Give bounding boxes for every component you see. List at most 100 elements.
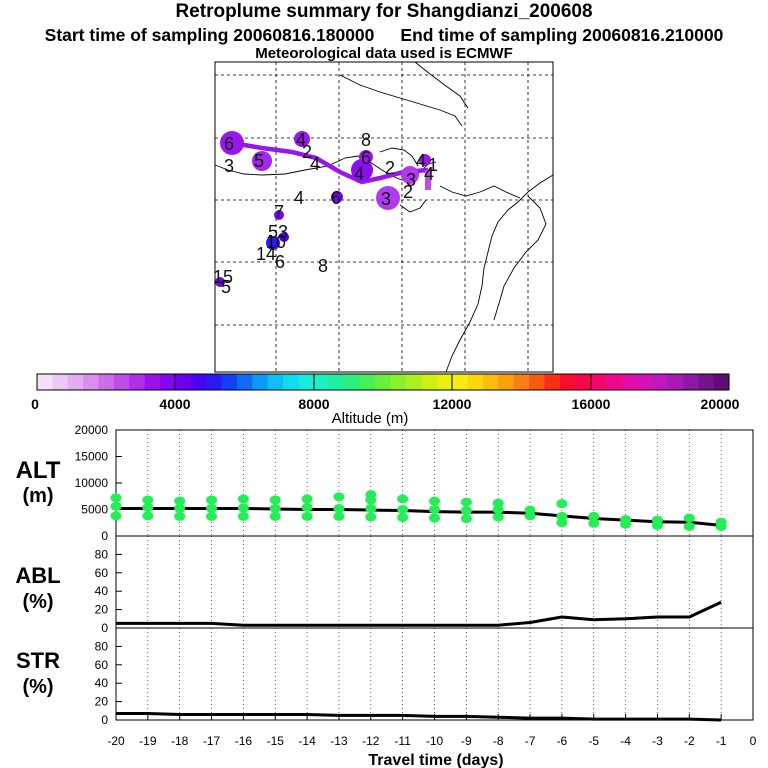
colorbar-cell: [421, 374, 438, 390]
colorbar-cell: [482, 374, 499, 390]
plume-marker: [274, 210, 284, 220]
map-label: 4: [354, 164, 364, 184]
colorbar-cell: [298, 374, 315, 390]
colorbar-cell: [575, 374, 591, 390]
y-tick-label: 5000: [81, 503, 108, 517]
time-series-panels: ALT (m) 0 5000 10000 15000 20000 ABL (%) 0 20…: [15, 423, 756, 768]
colorbar-cell: [498, 374, 515, 390]
x-tick-label: -5: [588, 734, 599, 748]
y-tick-label: 20: [95, 695, 109, 709]
colorbar-cell: [252, 374, 269, 390]
colorbar-cell: [98, 374, 115, 390]
end-time-label: End time of sampling 20060816.210000: [400, 25, 724, 45]
colorbar-cell: [682, 374, 699, 390]
colorbar-tick-label: 0: [31, 396, 39, 412]
altitude-spread-point: [206, 511, 218, 521]
alt-ylabel-line2: (m): [22, 485, 53, 507]
altitude-spread-point: [460, 514, 472, 524]
altitude-spread-point: [556, 518, 568, 528]
colorbar-cell: [698, 374, 715, 390]
y-tick-label: 40: [95, 676, 109, 690]
altitude-spread-point: [683, 521, 695, 531]
altitude-spread-point: [206, 495, 218, 505]
x-tick-label: -8: [493, 734, 504, 748]
colorbar-tick-label: 12000: [433, 396, 472, 412]
x-tick-label: -11: [394, 734, 411, 748]
y-tick-label: 20: [95, 603, 109, 617]
x-tick-label: -7: [525, 734, 536, 748]
colorbar-cell: [144, 374, 161, 390]
colorbar-cell: [83, 374, 99, 390]
x-tick-label: -6: [557, 734, 568, 748]
colorbar-cell: [283, 374, 299, 390]
x-tick-label: -4: [620, 734, 631, 748]
map-label: 6: [361, 148, 371, 168]
colorbar-cell: [344, 374, 361, 390]
map-label: 14: [256, 244, 276, 264]
colorbar-cell: [37, 374, 53, 390]
start-time-label: Start time of sampling 20060816.180000: [44, 25, 375, 45]
plume-marker: [215, 277, 225, 287]
colorbar-cell: [359, 374, 376, 390]
altitude-spread-point: [492, 505, 504, 514]
plot-frame: [115, 627, 754, 721]
x-tick-label: -1: [716, 734, 727, 748]
colorbar-cell: [390, 374, 407, 390]
altitude-spread-point: [142, 511, 154, 521]
x-tick-label: -15: [267, 734, 285, 748]
colorbar: 0 4000 8000 12000 16000 20000 Altitude (…: [31, 373, 740, 427]
str-ylabel-line2: (%): [22, 676, 53, 698]
y-tick-label: 0: [101, 529, 108, 543]
plume-marker: [359, 150, 373, 164]
plume-trajectory: [215, 131, 431, 287]
map-label: 2: [302, 142, 312, 162]
colorbar-cell: [406, 374, 422, 390]
colorbar-cell: [175, 374, 192, 390]
map-label: 5: [268, 222, 278, 242]
colorbar-frame: [36, 373, 730, 391]
colorbar-cell: [605, 374, 622, 390]
altitude-spread-point: [397, 512, 409, 522]
colorbar-cell: [329, 374, 345, 390]
x-tick-label: -17: [203, 734, 221, 748]
map-frame: [214, 61, 554, 373]
y-tick-label: 60: [95, 566, 109, 580]
altitude-spread-point: [142, 495, 154, 505]
y-tick-label: 40: [95, 584, 109, 598]
plume-marker: [376, 186, 400, 210]
colorbar-cell: [467, 374, 484, 390]
colorbar-tick-label: 4000: [159, 396, 190, 412]
altitude-spread-point: [429, 496, 440, 506]
x-tick-label: -18: [171, 734, 189, 748]
y-tick-label: 0: [101, 713, 108, 727]
x-tick-label: -2: [684, 734, 695, 748]
map-label: 10: [266, 232, 286, 252]
map-label: 4: [424, 164, 434, 184]
altitude-spread-point: [556, 511, 568, 521]
colorbar-cells: [37, 374, 730, 390]
altitude-spread-point: [365, 503, 377, 513]
colorbar-cell: [129, 374, 146, 390]
colorbar-cell: [452, 374, 468, 390]
map-label: 3: [381, 189, 391, 209]
x-tick-label: -3: [652, 734, 663, 748]
y-tick-label: 60: [95, 658, 109, 672]
x-axis-title: Travel time (days): [368, 752, 503, 768]
colorbar-cell: [67, 374, 84, 390]
altitude-spread-point: [460, 497, 472, 507]
x-tick-label: -19: [139, 734, 157, 748]
colorbar-cell: [559, 374, 576, 390]
colorbar-tick-label: 8000: [298, 396, 329, 412]
colorbar-cell: [713, 374, 730, 390]
map-label: 3: [224, 156, 234, 176]
str-ylabel-line1: STR: [16, 648, 60, 673]
colorbar-cell: [221, 374, 238, 390]
colorbar-cell: [52, 374, 69, 390]
colorbar-cell: [113, 374, 130, 390]
altitude-spread-point: [365, 490, 377, 500]
altitude-spread-point: [174, 496, 186, 506]
colorbar-cell: [160, 374, 176, 390]
sampling-times-line: Start time of sampling 20060816.180000 En…: [0, 25, 768, 46]
colorbar-cell: [436, 374, 453, 390]
